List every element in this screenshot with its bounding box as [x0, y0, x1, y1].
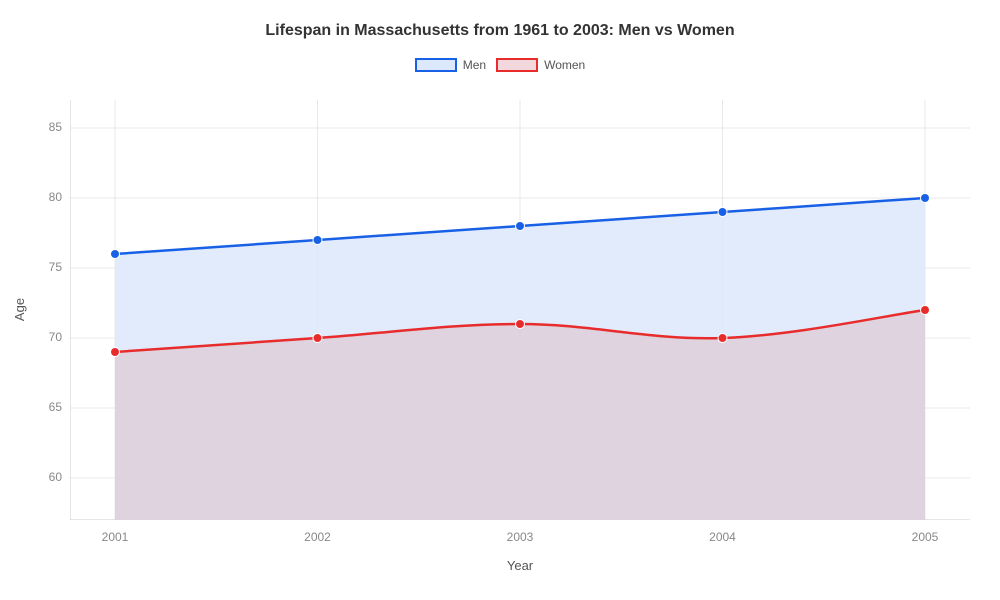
y-tick-label: 70 [22, 330, 62, 344]
x-axis-label: Year [500, 558, 540, 573]
chart-title: Lifespan in Massachusetts from 1961 to 2… [0, 0, 1000, 40]
y-tick-label: 65 [22, 400, 62, 414]
x-tick-label: 2004 [709, 530, 736, 544]
legend-label-women: Women [544, 58, 585, 72]
x-tick-label: 2003 [507, 530, 534, 544]
x-tick-label: 2005 [912, 530, 939, 544]
legend: Men Women [0, 58, 1000, 72]
y-tick-label: 80 [22, 190, 62, 204]
legend-item-men: Men [415, 58, 486, 72]
y-tick-label: 85 [22, 120, 62, 134]
legend-swatch-men [415, 58, 457, 72]
y-tick-label: 60 [22, 470, 62, 484]
chart-container: Lifespan in Massachusetts from 1961 to 2… [0, 0, 1000, 600]
legend-label-men: Men [463, 58, 486, 72]
legend-swatch-women [496, 58, 538, 72]
x-tick-label: 2002 [304, 530, 331, 544]
plot-area [70, 100, 970, 520]
y-tick-label: 75 [22, 260, 62, 274]
y-axis-label: Age [12, 298, 27, 321]
legend-item-women: Women [496, 58, 585, 72]
x-tick-label: 2001 [102, 530, 129, 544]
